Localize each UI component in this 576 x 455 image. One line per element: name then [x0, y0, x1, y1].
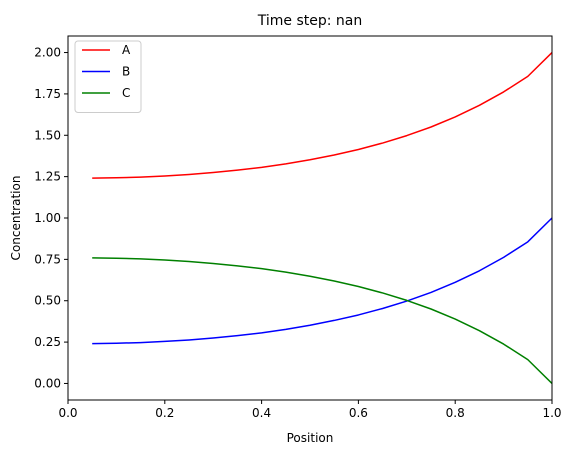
legend: ABC — [74, 40, 142, 113]
y-tick-label: 0.50 — [34, 294, 61, 308]
y-tick-label: 1.50 — [34, 128, 61, 142]
axes-frame — [67, 35, 553, 401]
y-tick-label: 0.25 — [34, 335, 61, 349]
y-tick-label: 1.75 — [34, 87, 61, 101]
x-tick-label: 0.4 — [252, 406, 271, 420]
chart-title: Time step: nan — [257, 13, 363, 29]
legend-label-c: C — [122, 86, 130, 100]
y-axis-label: Concentration — [9, 176, 23, 261]
y-tick-label: 1.25 — [34, 170, 61, 184]
series-line-b — [92, 217, 553, 345]
legend-label-a: A — [122, 43, 131, 57]
y-tick-label: 0.75 — [34, 252, 61, 266]
y-tick-label: 1.00 — [34, 211, 61, 225]
y-tick-label: 0.00 — [34, 376, 61, 390]
x-axis-label: Position — [287, 431, 334, 445]
x-tick-label: 0.8 — [446, 406, 465, 420]
plot-area — [92, 52, 553, 384]
x-tick-label: 0.2 — [155, 406, 174, 420]
x-tick-label: 0.6 — [349, 406, 368, 420]
legend-label-b: B — [122, 65, 130, 79]
x-tick-label: 0.0 — [58, 406, 77, 420]
x-tick-label: 1.0 — [542, 406, 561, 420]
series-line-c — [92, 257, 553, 384]
y-tick-label: 2.00 — [34, 46, 61, 60]
legend-box — [74, 40, 142, 113]
axis-ticks: 0.0 0.2 0.4 0.6 0.8 1.0 0.00 0.25 0.50 0.75 1.00 1.… — [34, 46, 561, 420]
series-line-a — [92, 52, 553, 179]
